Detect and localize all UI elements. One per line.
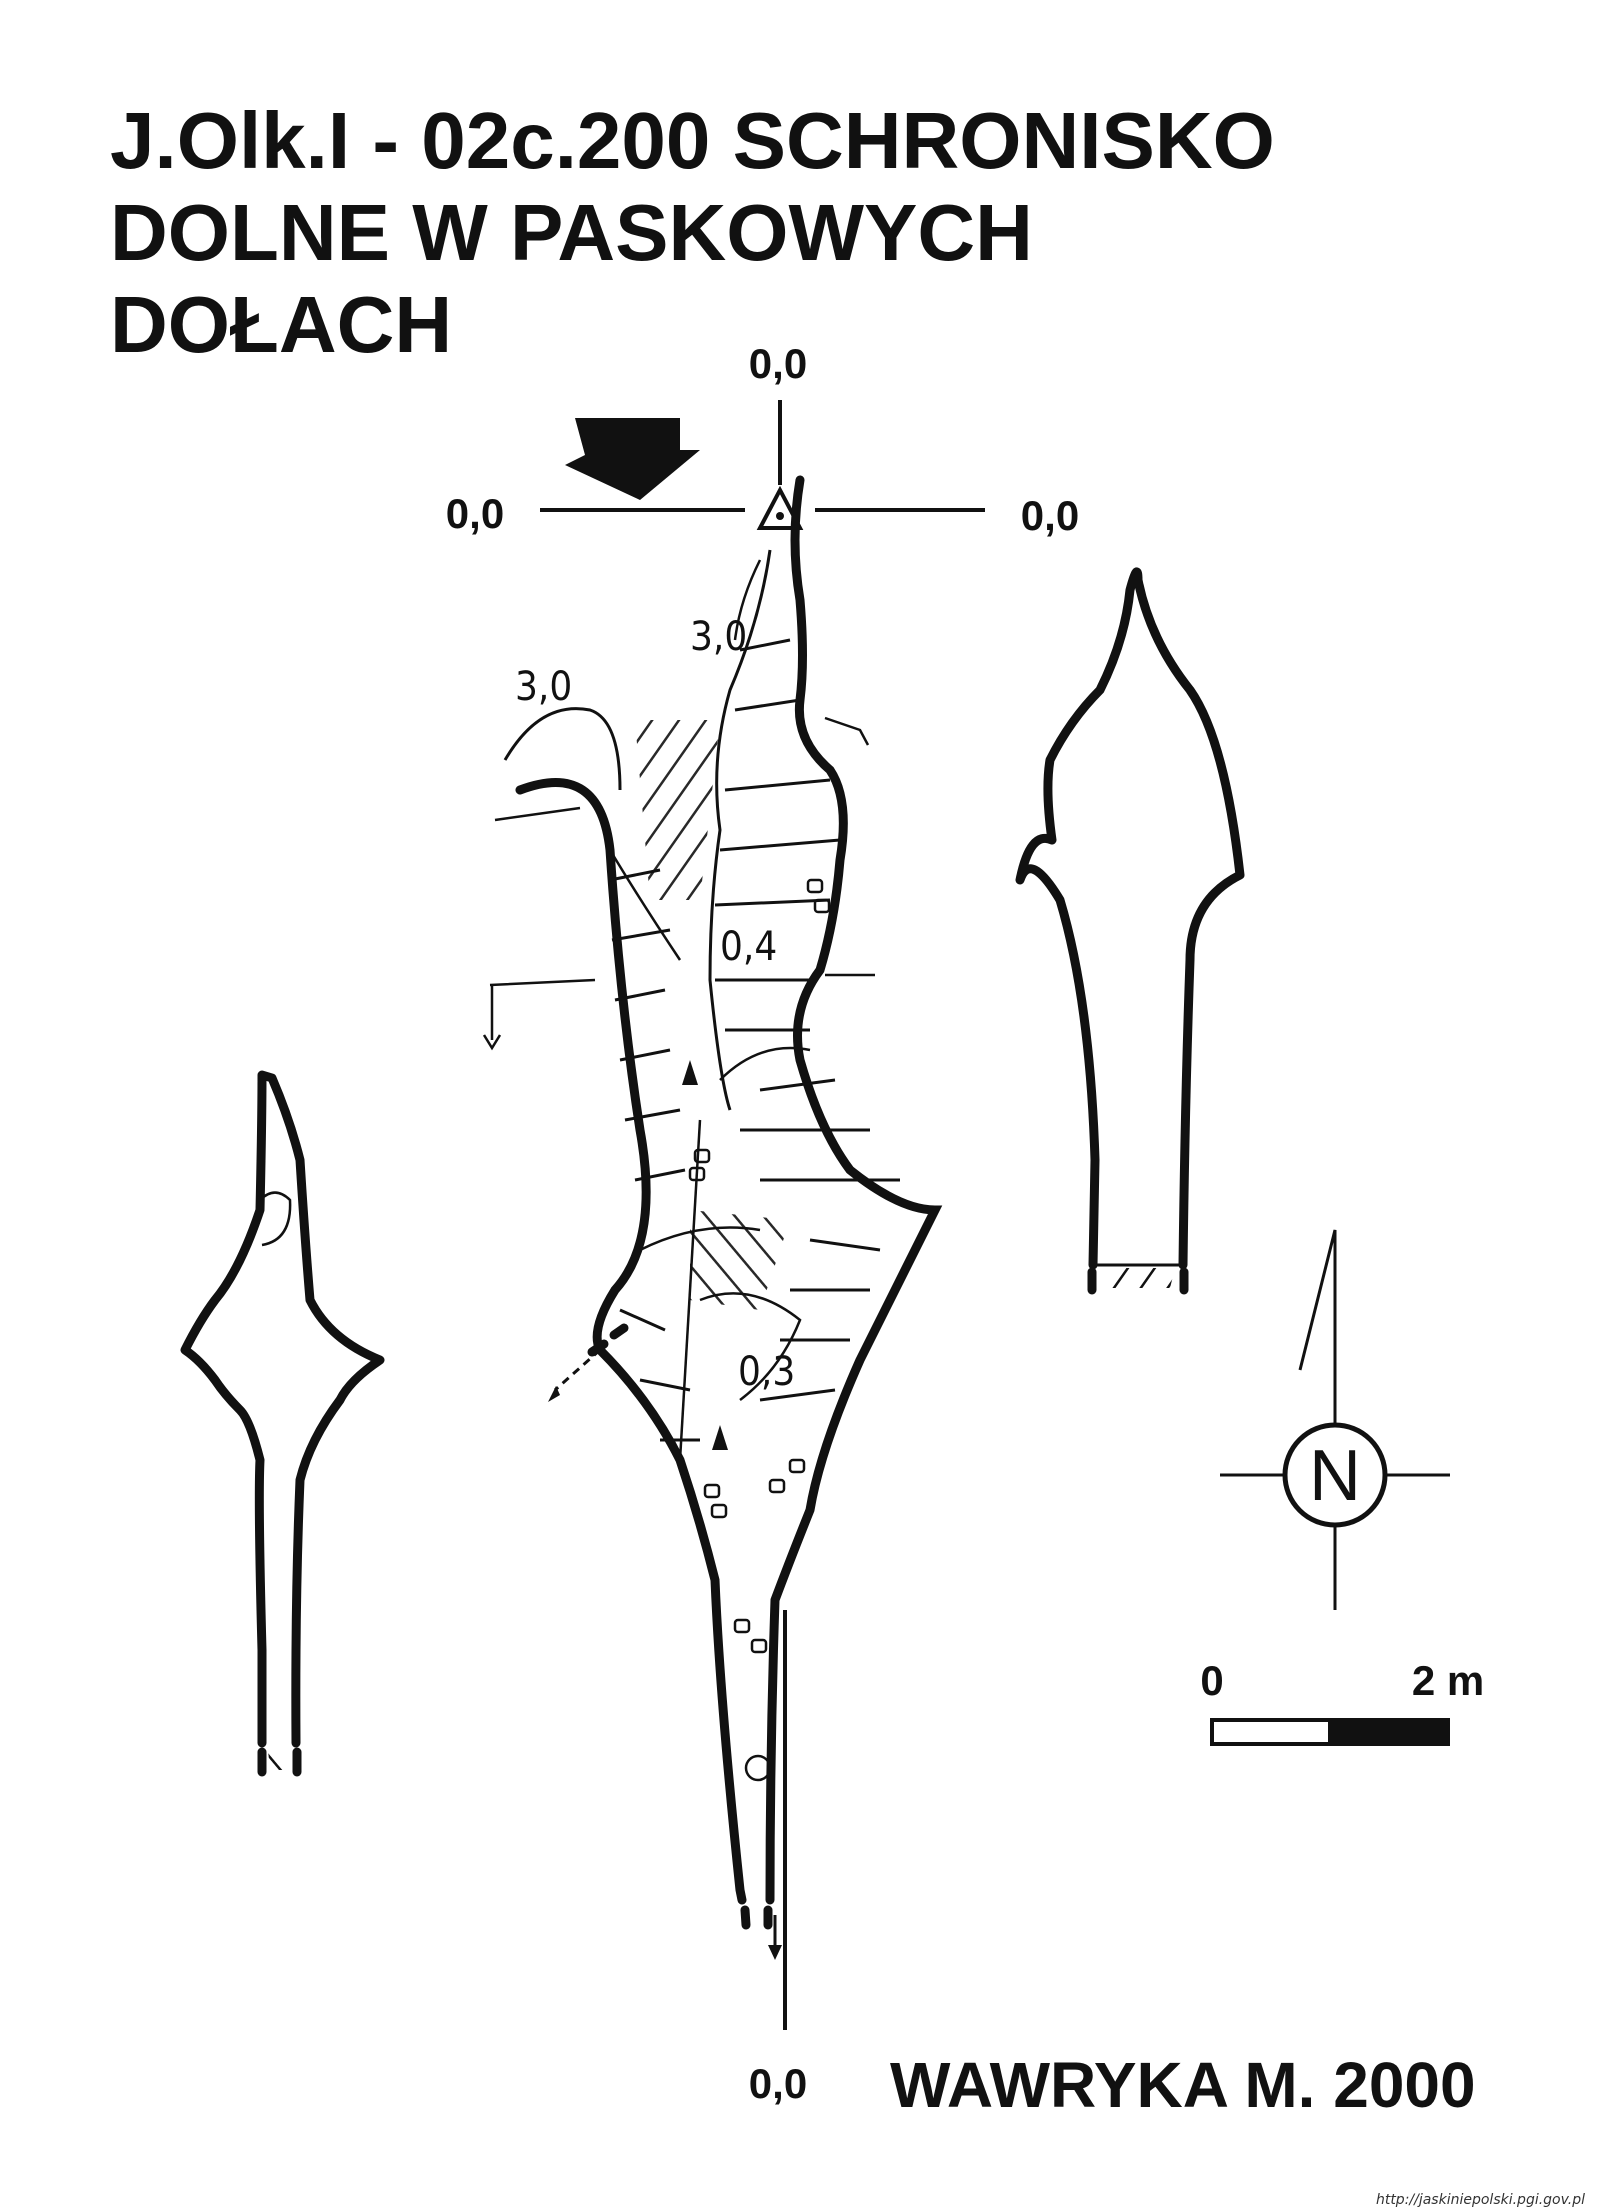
scale-bar <box>1210 1718 1450 1746</box>
cross-section-right <box>1015 567 1245 1270</box>
compass-north-letter: N <box>1309 1436 1361 1516</box>
depth-label-upper: 3,0 <box>690 614 747 660</box>
scale-label-end: 2 m <box>1412 1657 1484 1704</box>
title-line-2: DOLNE W PASKOWYCH <box>110 188 1033 277</box>
cave-plan <box>482 475 943 1960</box>
ref-label-right: 0,0 <box>1021 492 1079 539</box>
title-line-1: J.Olk.I - 02c.200 SCHRONISKO <box>110 96 1275 185</box>
title-line-3: DOŁACH <box>110 280 453 369</box>
cross-section-left <box>180 1070 385 1748</box>
depth-label-lower: 0,3 <box>738 1349 795 1395</box>
datum-point-icon <box>756 485 804 530</box>
ref-label-top: 0,0 <box>749 340 807 387</box>
reference-axes <box>540 400 985 2030</box>
compass-rose-icon <box>1220 1229 1450 1610</box>
ref-label-left: 0,0 <box>446 490 504 537</box>
entrance-arrow-icon <box>565 418 700 500</box>
cross-section-right-floor <box>1087 1263 1189 1295</box>
map-title: J.Olk.I - 02c.200 SCHRONISKO DOLNE W PAS… <box>110 95 1275 371</box>
cross-section-left-floor <box>257 1191 302 1777</box>
depth-label-left: 3,0 <box>515 664 572 710</box>
scale-label-start: 0 <box>1200 1657 1223 1704</box>
ref-label-bottom: 0,0 <box>749 2060 807 2107</box>
author-credit: WAWRYKA M. 2000 <box>890 2049 1476 2121</box>
source-url: http://jaskiniepolski.pgi.gov.pl <box>1375 2192 1585 2208</box>
depth-label-middle: 0,4 <box>720 924 777 970</box>
